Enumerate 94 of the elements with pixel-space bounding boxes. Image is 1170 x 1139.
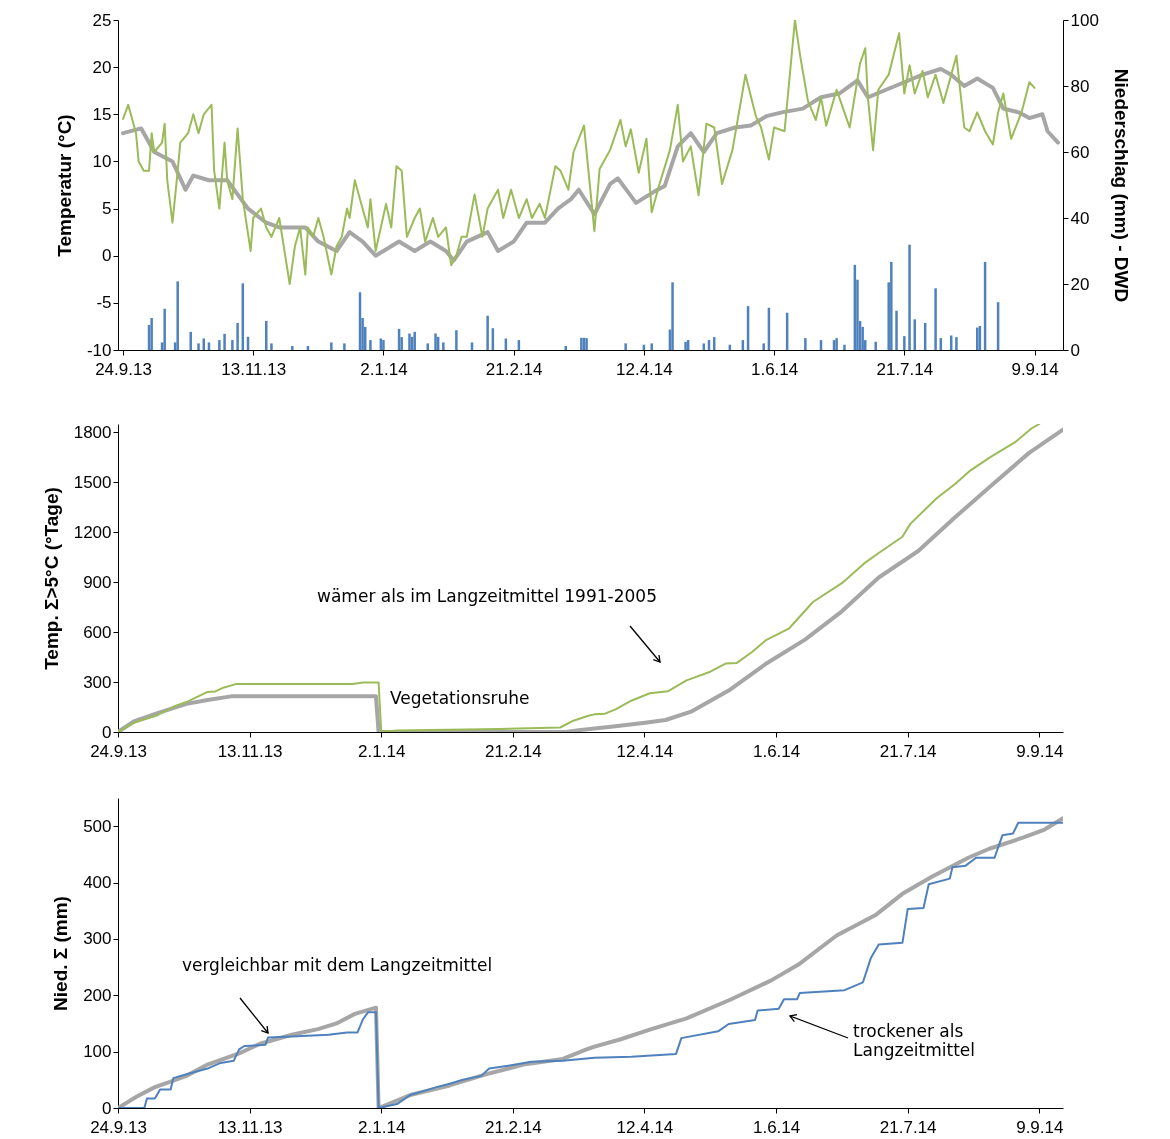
bar (176, 281, 179, 350)
line-series (121, 67, 1060, 263)
y-axis-title: Nied. Σ (mm) (50, 896, 72, 1011)
x-tick-label: 24.9.13 (90, 741, 147, 761)
x-tick-label: 1.6.14 (750, 359, 799, 379)
y-tick-label: 100 (83, 1042, 112, 1062)
y-tick-label: 20 (92, 57, 112, 77)
y-tick-label: 600 (83, 622, 112, 642)
bar (890, 261, 893, 350)
bar (895, 310, 898, 350)
bar (955, 337, 958, 350)
y-tick-label: 400 (83, 873, 112, 893)
x-tick-label: 9.9.14 (1016, 1117, 1064, 1137)
x-tick-label: 24.9.13 (95, 359, 152, 379)
bar (762, 343, 765, 350)
y2-tick-label: 20 (1070, 274, 1090, 294)
bar (197, 343, 200, 350)
bar (343, 343, 346, 350)
y-tick-label: 1500 (73, 472, 112, 492)
bar (843, 344, 846, 350)
bar (908, 244, 911, 350)
annotation: vergleichbar mit dem Langzeitmittel (181, 955, 493, 975)
x-tick-label: 21.2.14 (484, 1117, 542, 1137)
x-tick-label: 1.6.14 (752, 1117, 801, 1137)
x-tick-label: 2.1.14 (360, 359, 408, 379)
y2-tick-label: 0 (1070, 340, 1080, 360)
x-tick-label: 12.4.14 (616, 359, 673, 379)
y2-tick-label: 40 (1070, 208, 1090, 228)
bar (413, 331, 416, 350)
bar (804, 338, 807, 350)
x-tick-label: 24.9.13 (90, 1117, 147, 1137)
bar (231, 340, 234, 350)
y-tick-label: 0 (102, 722, 112, 742)
y2-tick-label: 80 (1070, 76, 1090, 96)
y-tick-label: 900 (83, 572, 112, 592)
line-series (122, 20, 1036, 285)
y-tick-label: 0 (102, 1098, 112, 1118)
x-tick-label: 9.9.14 (1011, 359, 1059, 379)
annotation: wämer als im Langzeitmittel 1991-2005 (317, 586, 657, 606)
x-tick-label: 12.4.14 (616, 741, 674, 761)
x-tick-label: 2.1.14 (358, 1117, 406, 1137)
y-tick-label: 25 (92, 10, 112, 30)
bar (455, 330, 458, 350)
x-tick-label: 13.11.13 (221, 359, 287, 379)
bar (150, 317, 153, 350)
y-tick-label: 15 (92, 104, 112, 124)
annotation: Vegetationsruhe (390, 688, 530, 708)
y-axis-title: Temperatur (°C) (53, 114, 75, 257)
y-tick-label: 1200 (73, 522, 112, 542)
y-tick-label: 0 (102, 246, 112, 266)
bar (369, 340, 372, 350)
x-tick-label: 21.7.14 (879, 741, 937, 761)
y-tick-label: 1800 (73, 422, 112, 442)
bar (270, 343, 273, 350)
bar (486, 315, 489, 350)
bar (223, 333, 226, 350)
bar (442, 342, 445, 350)
y-tick-label: 300 (83, 672, 112, 692)
y2-tick-label: 100 (1070, 10, 1099, 30)
bar (291, 346, 294, 350)
bar (671, 282, 674, 350)
y-tick-label: 5 (102, 199, 112, 219)
bar (189, 331, 192, 350)
x-tick-label: 13.11.13 (217, 1117, 283, 1137)
bar (426, 343, 429, 350)
bar (202, 338, 205, 350)
bar (903, 336, 906, 350)
y-tick-label: 200 (83, 985, 112, 1005)
bar (163, 308, 166, 350)
bar (874, 341, 877, 350)
x-tick-label: 9.9.14 (1016, 741, 1064, 761)
x-tick-label: 21.7.14 (879, 1117, 937, 1137)
x-tick-label: 13.11.13 (217, 741, 283, 761)
y-tick-label: -5 (96, 293, 112, 313)
y-tick-label: 500 (83, 816, 112, 836)
x-tick-label: 2.1.14 (358, 741, 406, 761)
bar (236, 322, 239, 350)
x-tick-label: 12.4.14 (616, 1117, 674, 1137)
y-axis-title: Temp. Σ>5°C (°Tage) (40, 487, 62, 670)
annotation: trockener als Langzeitmittel (853, 1021, 976, 1060)
y-tick-label: 10 (92, 151, 112, 171)
x-tick-label: 21.2.14 (484, 741, 542, 761)
x-tick-label: 1.6.14 (752, 741, 801, 761)
bar (650, 343, 653, 350)
bar (624, 343, 627, 350)
bar (330, 342, 333, 350)
y2-tick-label: 60 (1070, 142, 1090, 162)
y-tick-label: 300 (83, 929, 112, 949)
bar (218, 340, 221, 350)
y2-axis-title: Niederschlag (mm) - DWD (1110, 68, 1132, 303)
bar (934, 288, 937, 350)
x-tick-label: 21.2.14 (485, 359, 543, 379)
x-tick-label: 21.7.14 (876, 359, 934, 379)
y-tick-label: -10 (86, 340, 112, 360)
